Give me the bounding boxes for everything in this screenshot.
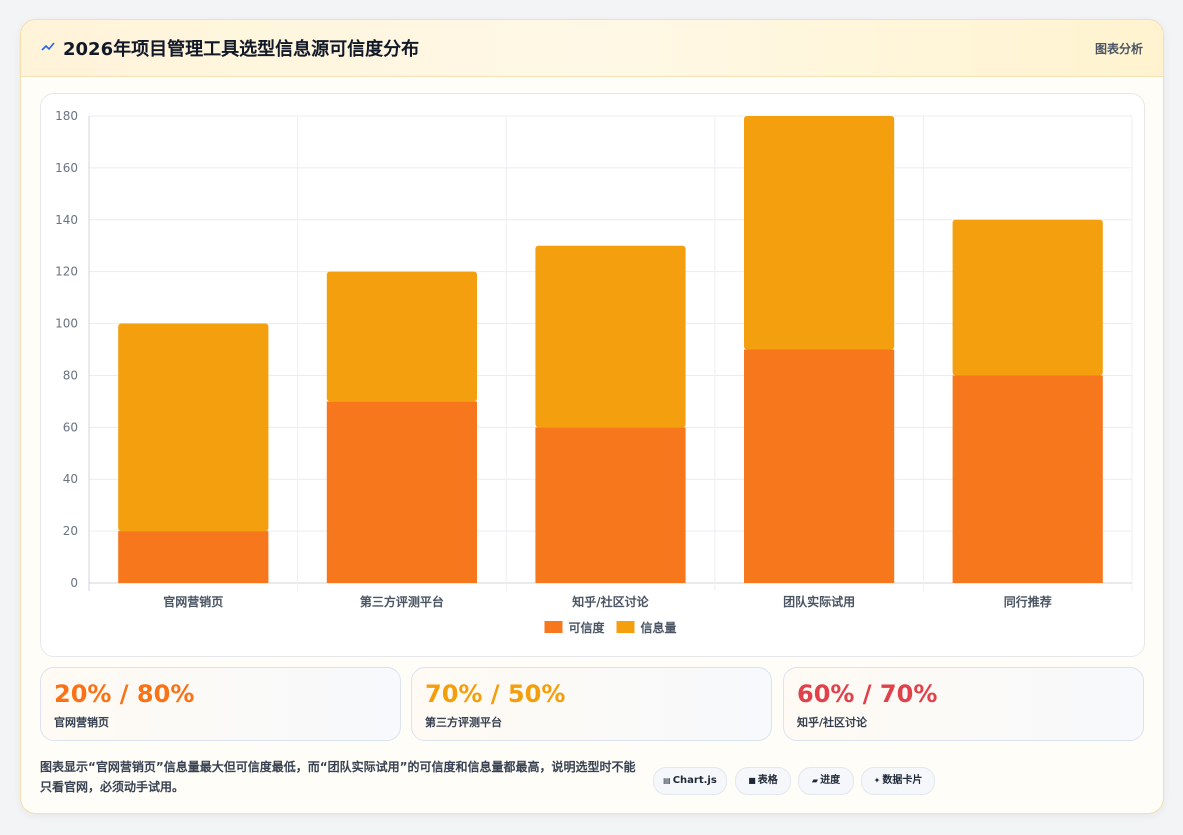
y-tick-label: 60: [63, 420, 78, 434]
legend-label: 可信度: [569, 620, 606, 635]
bar-credibility: [535, 427, 686, 583]
y-tick-label: 40: [63, 472, 78, 486]
x-tick-label: 官网营销页: [163, 594, 223, 609]
pill-label: 表格: [757, 775, 778, 786]
stat-value: 70% / 50%: [425, 680, 566, 708]
x-tick-label: 同行推荐: [1004, 594, 1052, 609]
chart-icon: ▤: [663, 776, 671, 785]
stat-value: 60% / 70%: [797, 680, 938, 708]
bar-info-volume: [744, 116, 895, 350]
y-tick-label: 20: [63, 524, 78, 538]
pill-label: Chart.js: [672, 775, 717, 786]
progress-icon: ▰: [811, 776, 819, 785]
y-tick-label: 160: [55, 161, 78, 175]
y-tick-label: 0: [70, 576, 78, 590]
stat-label: 官网营销页: [54, 716, 109, 729]
x-tick-label: 团队实际试用: [783, 594, 855, 609]
x-tick-label: 第三方评测平台: [360, 594, 444, 609]
stat-value: 20% / 80%: [54, 680, 195, 708]
bar-info-volume: [326, 271, 477, 402]
chart-panel: 0 20 40 60 80 100 120 140 160 180 官网营销页 第三方评测平台 知乎/社…: [40, 93, 1145, 657]
bar-info-volume: [535, 245, 686, 428]
pill-label: 数据卡片: [882, 775, 923, 786]
pill-chartjs[interactable]: ▤ Chart.js: [653, 767, 727, 795]
chart-line-icon: [40, 39, 56, 55]
page-title: 2026年项目管理工具选型信息源可信度分布: [63, 39, 420, 60]
y-tick-label: 100: [55, 317, 78, 331]
stat-card-review-platform: 70% / 50% 第三方评测平台: [411, 667, 772, 741]
stat-label: 第三方评测平台: [425, 716, 502, 729]
stat-card-official: 20% / 80% 官网营销页: [40, 667, 401, 741]
pill-table[interactable]: ■ 表格: [735, 767, 791, 795]
chart-summary: 图表显示“官网营销页”信息量最大但可信度最低，而“团队实际试用”的可信度和信息量…: [40, 760, 636, 794]
y-tick-label: 180: [55, 109, 78, 123]
pill-label: 进度: [820, 775, 841, 786]
table-icon: ■: [748, 776, 756, 785]
bar-info-volume: [118, 323, 269, 532]
y-tick-label: 140: [55, 213, 78, 227]
stacked-bar-chart: 0 20 40 60 80 100 120 140 160 180 官网营销页 第三方评测平台 知乎/社…: [55, 109, 1133, 635]
chart-analysis-tag: 图表分析: [1094, 42, 1143, 56]
stat-label: 知乎/社区讨论: [797, 716, 868, 729]
legend-swatch: [544, 621, 563, 633]
x-tick-label: 知乎/社区讨论: [571, 594, 649, 609]
y-tick-label: 120: [55, 265, 78, 279]
bar-credibility: [744, 349, 895, 583]
legend-swatch: [616, 621, 635, 633]
stat-card-community: 60% / 70% 知乎/社区讨论: [783, 667, 1144, 741]
pill-data-card[interactable]: ✦ 数据卡片: [861, 767, 935, 795]
bar-credibility: [952, 375, 1103, 583]
pill-progress[interactable]: ▰ 进度: [798, 767, 854, 795]
legend-label: 信息量: [641, 620, 677, 635]
card-header: 2026年项目管理工具选型信息源可信度分布 图表分析: [21, 20, 1163, 77]
y-tick-label: 80: [63, 368, 78, 382]
bar-credibility: [118, 531, 269, 583]
chart-card: 2026年项目管理工具选型信息源可信度分布 图表分析 0 20 40 60 80 100 1…: [20, 19, 1164, 814]
bar-credibility: [326, 401, 477, 583]
sparkle-icon: ✦: [873, 776, 881, 785]
bar-info-volume: [952, 219, 1103, 376]
